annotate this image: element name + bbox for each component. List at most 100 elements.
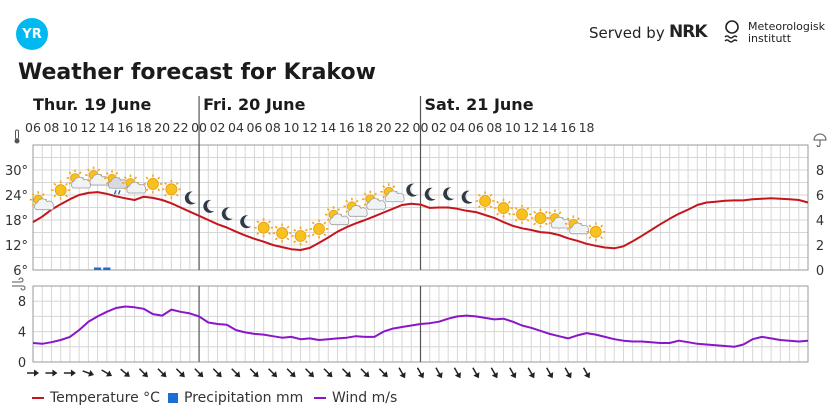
sun-ray xyxy=(256,220,260,224)
sun-ray xyxy=(31,203,35,207)
temp-tick-label: 12° xyxy=(5,239,28,254)
wind-arrow-head xyxy=(289,371,296,378)
partly-cloudy-sun-icon xyxy=(66,169,91,189)
sun-ray xyxy=(123,186,127,190)
sun-ray xyxy=(115,172,119,175)
partly-cloudy-sun-icon xyxy=(546,209,571,229)
moon-shape xyxy=(240,215,252,229)
met-institute-logo[interactable]: Meteorologisk institutt xyxy=(748,21,825,45)
wind-axis-strokes xyxy=(12,277,26,291)
legend-precipitation: Precipitation mm xyxy=(168,390,303,406)
sun-ray xyxy=(274,225,278,229)
hour-tick-label: 00 xyxy=(191,120,207,135)
moon-shape xyxy=(461,190,473,204)
sun-icon xyxy=(143,174,163,194)
sun-icon xyxy=(309,219,329,239)
wind-arrow xyxy=(101,369,113,377)
moon-shape xyxy=(406,183,418,197)
sun-icon xyxy=(291,226,311,246)
sun-ray xyxy=(164,193,168,197)
sun-ray xyxy=(78,171,82,175)
wind-arrow-head xyxy=(528,372,535,379)
moon-icon xyxy=(461,190,473,204)
wind-arrow xyxy=(490,367,498,379)
sun-ray xyxy=(345,210,349,213)
sun-ray xyxy=(514,207,518,210)
wind-arrow xyxy=(453,367,461,379)
sun-ray xyxy=(544,210,548,214)
page-title: Weather forecast for Krakow xyxy=(18,60,376,85)
sun-disc xyxy=(479,195,491,207)
sun-ray xyxy=(392,185,396,189)
sun-ray xyxy=(105,172,109,175)
wind-arrow-head xyxy=(381,371,388,378)
precip-tick-label: 6 xyxy=(816,189,824,204)
sun-ray xyxy=(323,233,327,237)
wind-arrow xyxy=(416,367,425,379)
thermometer-stem xyxy=(15,129,19,140)
wind-arrow-head xyxy=(70,369,76,377)
sun-ray xyxy=(134,176,138,180)
temp-tick-label: 24° xyxy=(5,189,28,204)
wind-arrow-head xyxy=(123,370,130,377)
temp-tick-label: 6° xyxy=(13,264,28,279)
hour-tick-label: 20 xyxy=(154,120,170,135)
partly-cloudy-sun-icon xyxy=(564,215,590,235)
sun-ray xyxy=(31,193,35,196)
hour-tick-label: 14 xyxy=(99,120,115,135)
served-by-label: Served by xyxy=(589,24,665,42)
wind-arrow xyxy=(398,367,406,379)
wind-arrow-head xyxy=(141,371,148,378)
sun-ray xyxy=(68,171,72,175)
sun-ray xyxy=(507,212,511,216)
cloud-shape xyxy=(34,198,54,211)
hour-tick-label: 02 xyxy=(210,120,226,135)
hour-tick-label: 08 xyxy=(265,120,281,135)
precip-tick-label: 0 xyxy=(816,264,824,279)
sun-ray xyxy=(304,240,308,244)
hour-tick-label: 20 xyxy=(376,120,392,135)
sun-ray xyxy=(496,212,500,216)
cloud-shape xyxy=(126,181,147,194)
wind-arrow-head xyxy=(105,370,113,377)
sun-disc xyxy=(313,223,325,235)
sun-ray xyxy=(548,211,552,215)
hour-tick-label: 16 xyxy=(117,120,133,135)
precipitation-bar xyxy=(103,267,111,270)
sun-ray xyxy=(164,182,168,185)
sun-ray xyxy=(41,193,45,196)
sun-ray xyxy=(566,227,570,231)
sun-ray xyxy=(256,232,260,235)
wind-axis-icon xyxy=(12,277,26,291)
nrk-logo[interactable]: NRK xyxy=(669,22,707,42)
sun-ray xyxy=(533,210,537,214)
sun-ray xyxy=(293,240,297,244)
yr-logo[interactable]: YR xyxy=(16,18,48,50)
hour-tick-label: 02 xyxy=(431,120,447,135)
sun-ray xyxy=(326,218,330,222)
wind-arrow-head xyxy=(88,370,94,377)
wind-arrow xyxy=(341,368,351,378)
yr-logo-text: YR xyxy=(22,26,42,42)
sun-ray xyxy=(65,194,68,198)
hour-tick-label: 16 xyxy=(339,120,355,135)
wind-arrow-head xyxy=(34,369,39,377)
sun-ray xyxy=(544,222,548,226)
cloud-shape xyxy=(329,213,350,226)
wind-arrow xyxy=(82,370,94,377)
sun-ray xyxy=(588,224,592,228)
wind-arrow xyxy=(175,368,185,378)
hour-tick-label: 14 xyxy=(542,120,558,135)
wind-arrow xyxy=(472,367,480,379)
legend-temperature: Temperature °C xyxy=(32,390,160,406)
sun-ray xyxy=(477,205,481,209)
wind-tick-label: 0 xyxy=(18,356,26,371)
wind-arrow xyxy=(564,367,572,379)
hour-tick-label: 00 xyxy=(413,120,429,135)
sun-ray xyxy=(496,200,500,204)
wind-arrow-head xyxy=(436,372,443,379)
rain-drop xyxy=(117,190,121,195)
wind-arrow xyxy=(582,367,591,379)
sun-ray xyxy=(53,194,57,198)
